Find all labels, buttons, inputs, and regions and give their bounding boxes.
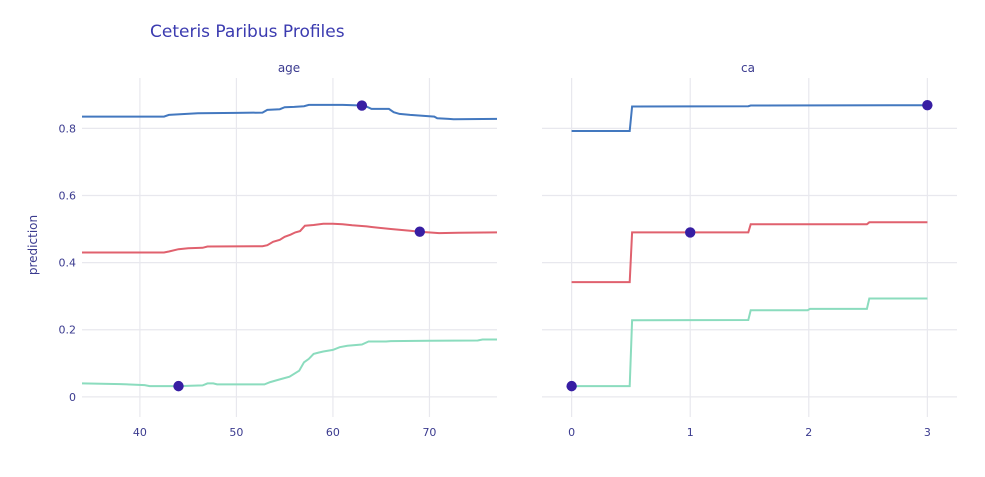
panel-age-title: age — [278, 61, 300, 75]
y-tick-label: 0.6 — [59, 189, 77, 202]
panel-ca-title: ca — [741, 61, 755, 75]
observation-point-3 — [566, 380, 577, 392]
x-tick-label: 0 — [568, 426, 575, 439]
profile-line-2 — [571, 221, 928, 284]
profile-line-1 — [571, 104, 928, 132]
profile-line-3 — [571, 297, 928, 388]
x-tick-label: 2 — [805, 426, 812, 439]
observation-point-1 — [356, 100, 368, 111]
panel-age: 0 0.2 0.4 0.6 0.8 40 50 60 70 — [59, 78, 498, 439]
x-tick-label: 40 — [133, 426, 147, 439]
chart-title: Ceteris Paribus Profiles — [150, 22, 345, 42]
observation-point-2 — [685, 227, 696, 238]
x-tick-label: 1 — [687, 426, 694, 439]
y-tick-label: 0 — [69, 391, 76, 404]
y-tick-label: 0.4 — [59, 257, 77, 270]
x-tick-label: 60 — [326, 426, 340, 439]
profile-line-3 — [81, 338, 497, 388]
observation-point-3 — [173, 380, 184, 392]
x-tick-label: 50 — [229, 426, 243, 439]
panel-ca: 0 1 2 3 — [542, 78, 957, 439]
x-tick-label: 70 — [422, 426, 436, 439]
profile-line-2 — [82, 222, 498, 254]
observation-point-2 — [414, 226, 425, 237]
panels-layer: 0 0.2 0.4 0.6 0.8 40 50 60 70 0 1 2 3 — [59, 78, 957, 439]
y-tick-label: 0.2 — [59, 324, 77, 337]
y-axis-label: prediction — [26, 215, 40, 275]
profile-line-1 — [82, 103, 498, 121]
observation-point-1 — [922, 99, 933, 111]
y-tick-label: 0.8 — [59, 122, 77, 135]
x-tick-label: 3 — [924, 426, 931, 439]
